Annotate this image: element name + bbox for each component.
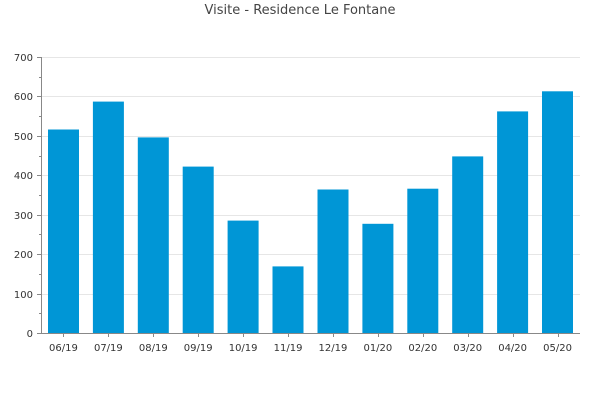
gridlines — [41, 57, 580, 295]
x-tick-label: 12/19 — [319, 343, 348, 354]
x-tick-labels: 06/19 07/19 08/19 09/19 10/19 11/19 12/19 01/20… — [49, 343, 572, 354]
y-tick-label: 200 — [14, 250, 33, 261]
bars — [48, 91, 573, 334]
bar-01-20 — [362, 223, 394, 333]
y-tick-label: 100 — [14, 290, 33, 301]
bar-03-20 — [452, 156, 484, 333]
y-tick-label: 300 — [14, 211, 33, 222]
bar-06-19 — [48, 129, 79, 333]
x-tick-label: 03/20 — [453, 343, 482, 354]
y-tick-labels: 0 100 200 300 400 500 600 700 — [14, 53, 33, 340]
bar-12-19 — [317, 189, 349, 333]
x-tick-label: 10/19 — [229, 343, 258, 354]
x-tick-label: 09/19 — [184, 343, 213, 354]
y-tick-label: 600 — [14, 92, 33, 103]
bar-04-20 — [497, 111, 529, 334]
x-tick-label: 01/20 — [363, 343, 392, 354]
y-tick-label: 500 — [14, 132, 33, 143]
y-tick-label: 400 — [14, 171, 33, 182]
x-tick-label: 05/20 — [543, 343, 572, 354]
y-tick-label: 700 — [14, 53, 33, 64]
bar-02-20 — [407, 188, 439, 333]
x-tick-label: 11/19 — [274, 343, 303, 354]
bar-07-19 — [92, 101, 124, 333]
x-tick-label: 08/19 — [139, 343, 168, 354]
bar-10-19 — [227, 220, 259, 333]
axes — [37, 57, 580, 337]
x-tick-label: 07/19 — [94, 343, 123, 354]
x-tick-label: 06/19 — [49, 343, 78, 354]
bar-08-19 — [137, 137, 169, 333]
x-tick-label: 02/20 — [408, 343, 437, 354]
y-tick-label: 0 — [27, 329, 33, 340]
chart-title: Visite - Residence Le Fontane — [204, 3, 396, 18]
bar-05-20 — [542, 91, 573, 333]
x-tick-label: 04/20 — [498, 343, 527, 354]
bar-09-19 — [182, 166, 214, 333]
bar-11-19 — [272, 266, 304, 333]
